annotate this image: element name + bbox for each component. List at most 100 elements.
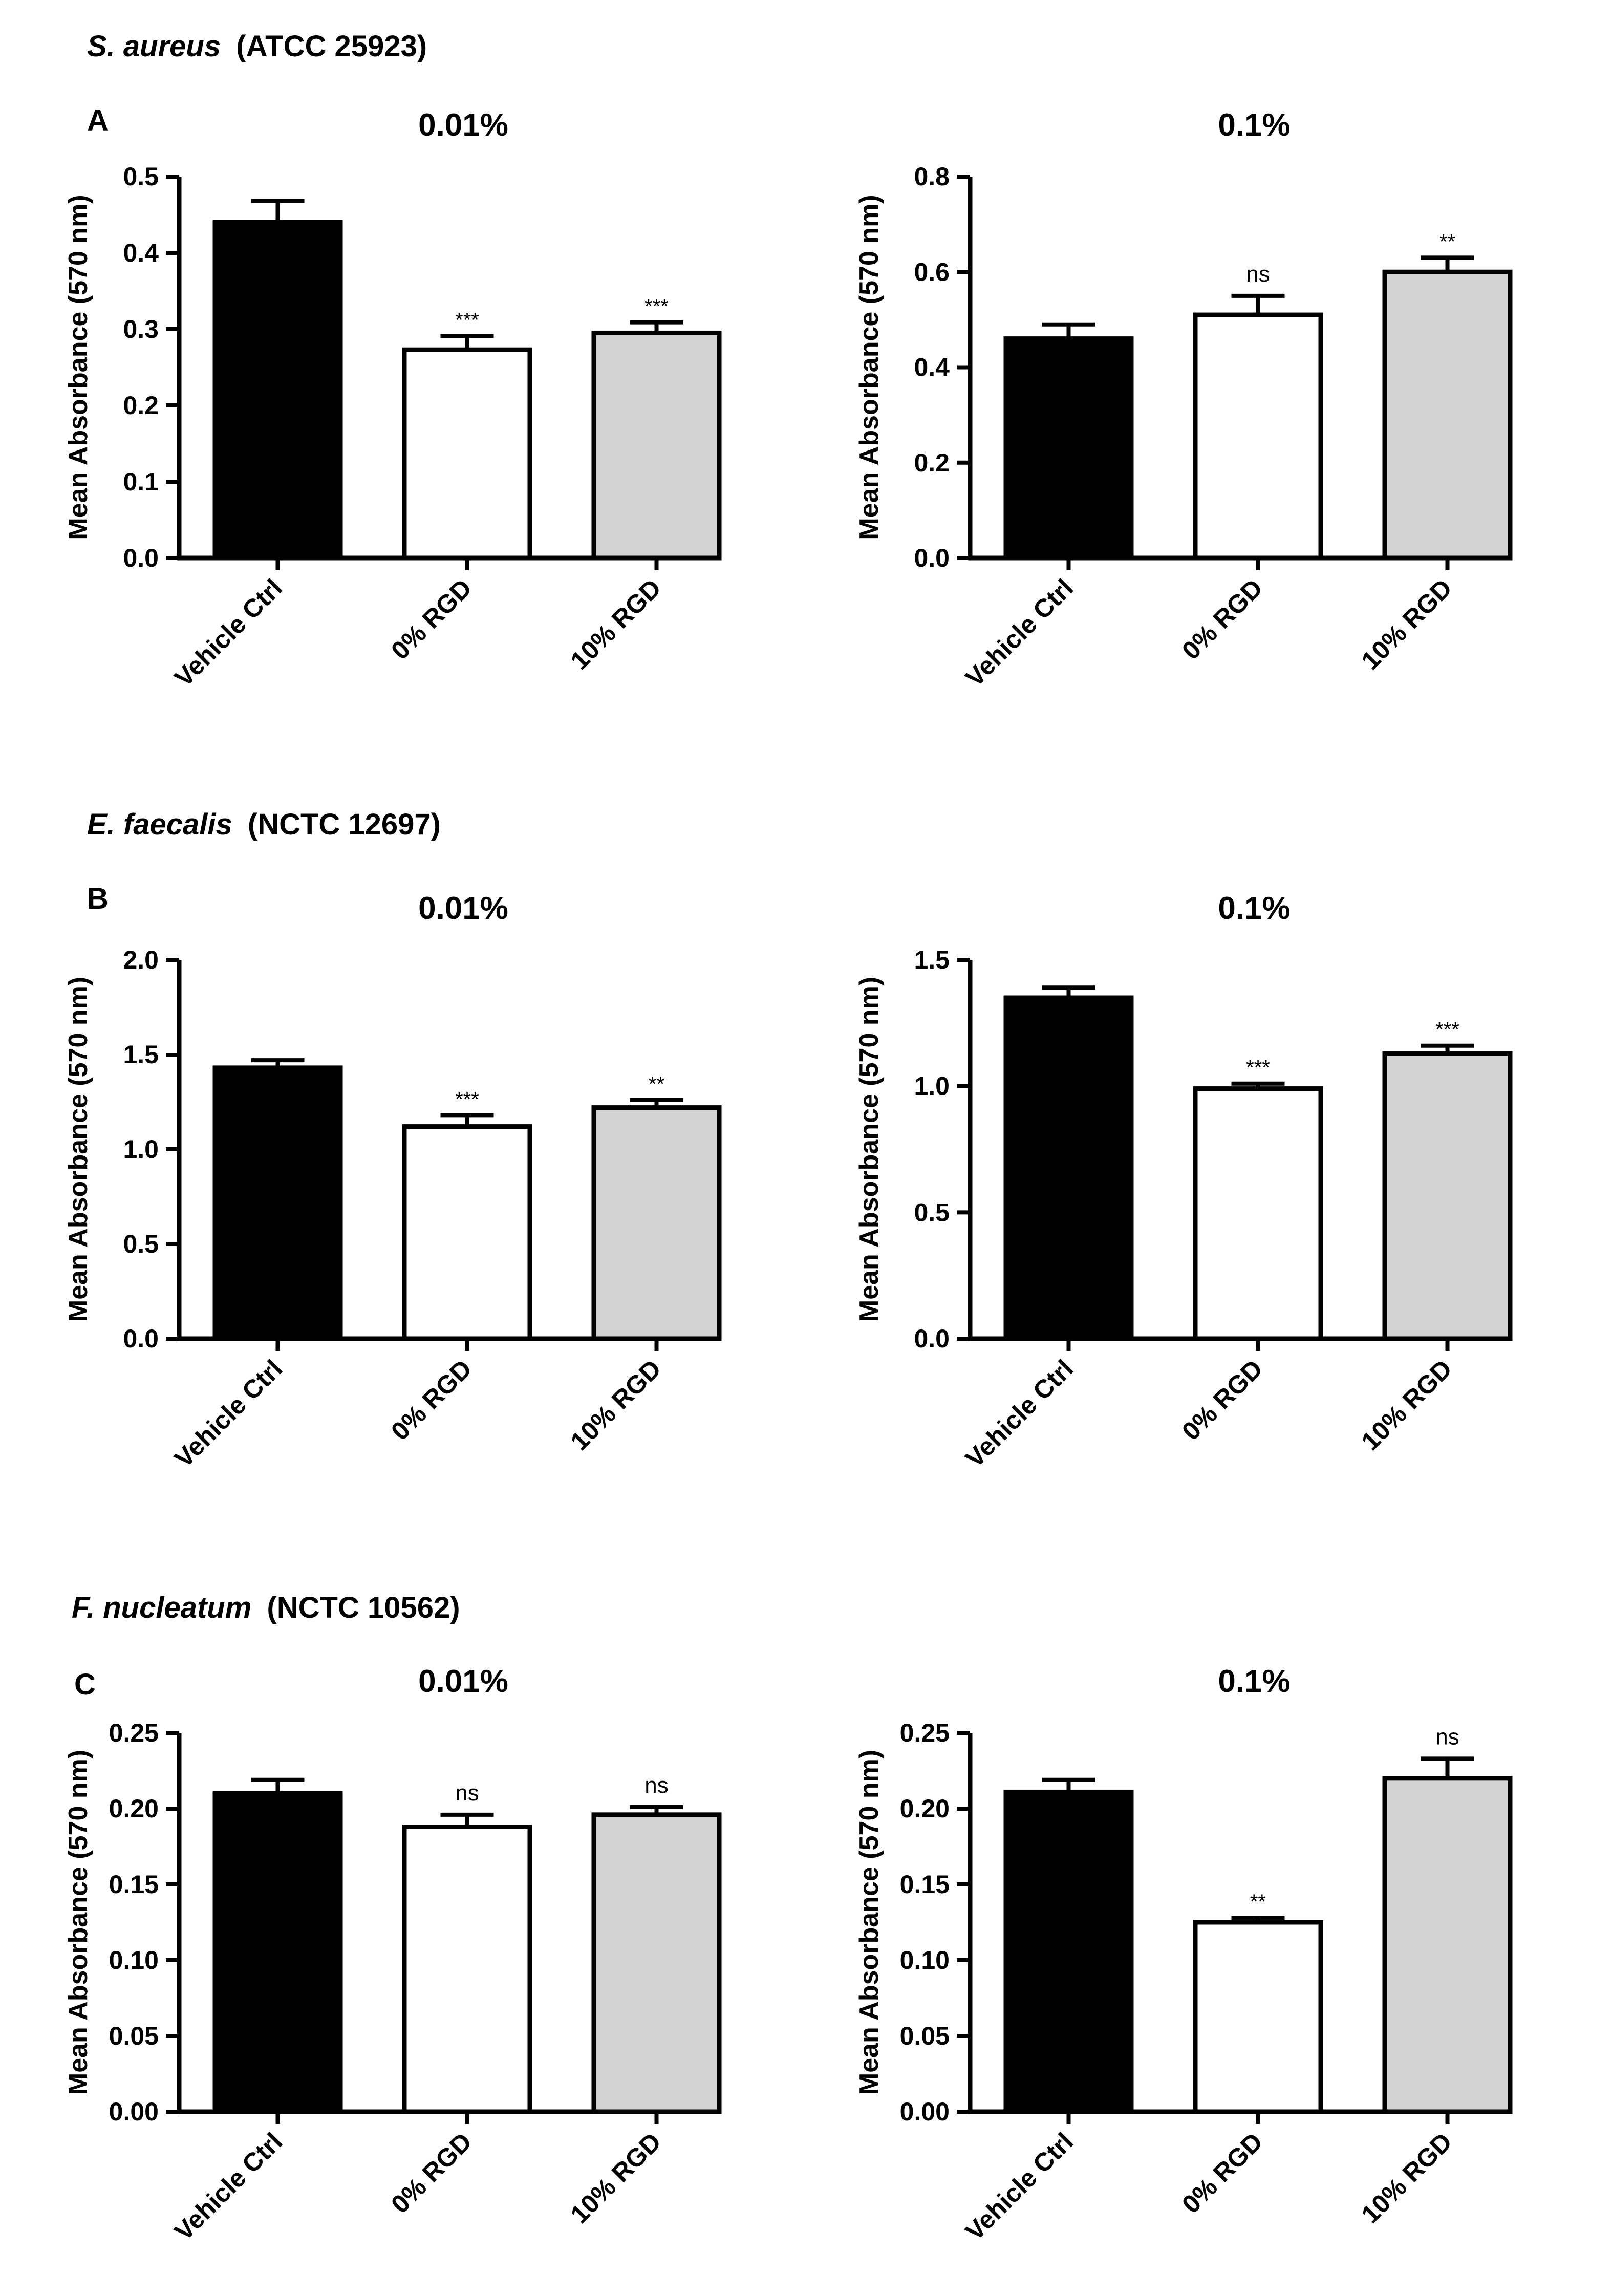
y-tick-label: 0.15 xyxy=(109,1870,159,1899)
y-tick-label: 0.20 xyxy=(900,1794,950,1823)
x-category-label: Vehicle Ctrl xyxy=(169,1354,288,1473)
y-tick-label: 0.4 xyxy=(123,239,159,267)
significance-label: *** xyxy=(1435,1019,1459,1041)
x-category-label: 10% RGD xyxy=(1356,2127,1458,2229)
y-axis-label: Mean Absorbance (570 nm) xyxy=(854,977,884,1322)
y-tick-label: 0.0 xyxy=(123,544,159,572)
y-tick-label: 0.2 xyxy=(123,391,159,420)
x-category-label: 0% RGD xyxy=(385,573,477,665)
bar xyxy=(1382,1776,1513,2114)
y-tick-label: 0.05 xyxy=(109,2022,159,2050)
significance-label: ns xyxy=(455,1780,479,1806)
y-tick-label: 0.25 xyxy=(109,1719,159,1747)
x-category-label: 10% RGD xyxy=(1356,573,1458,675)
x-category-label: 0% RGD xyxy=(1176,573,1268,665)
bar xyxy=(1193,312,1323,561)
section-title-a: S. aureus (ATCC 25923) xyxy=(87,30,427,63)
y-axis-label: Mean Absorbance (570 nm) xyxy=(63,1750,93,2095)
bar xyxy=(402,1124,532,1341)
species-name: E. faecalis xyxy=(87,808,232,841)
y-tick-label: 0.0 xyxy=(914,544,950,572)
x-category-label: Vehicle Ctrl xyxy=(960,1354,1079,1473)
bar xyxy=(402,1825,532,2114)
panel-letter-a: A xyxy=(87,104,109,137)
x-category-label: Vehicle Ctrl xyxy=(169,573,288,692)
significance-label: *** xyxy=(644,295,669,318)
bar xyxy=(402,347,532,561)
y-tick-label: 0.15 xyxy=(900,1870,950,1899)
chart-title: 0.01% xyxy=(418,108,508,143)
y-tick-label: 0.6 xyxy=(914,258,950,286)
y-tick-label: 0.5 xyxy=(914,1198,950,1227)
y-tick-label: 0.4 xyxy=(914,353,950,382)
significance-label: ** xyxy=(1439,230,1455,253)
bar-chart-5: 0.01% Mean Absorbance (570 nm) 0.00 0.05 0.1… xyxy=(63,1664,722,2246)
bar xyxy=(1003,336,1134,561)
chart-title: 0.01% xyxy=(418,891,508,926)
x-category-label: 10% RGD xyxy=(565,1354,667,1456)
y-tick-label: 0.5 xyxy=(123,162,159,191)
bar xyxy=(212,1791,343,2114)
charts-layer: 0.01% Mean Absorbance (570 nm) 0.0 0.1 0.2 0.… xyxy=(63,108,1513,2246)
y-tick-label: 1.5 xyxy=(123,1040,159,1069)
y-tick-label: 1.5 xyxy=(914,946,950,974)
y-tick-label: 2.0 xyxy=(123,946,159,974)
y-tick-label: 0.0 xyxy=(123,1324,159,1353)
y-tick-label: 0.2 xyxy=(914,448,950,477)
strain-id: (NCTC 12697) xyxy=(248,808,441,841)
significance-label: ns xyxy=(1435,1724,1459,1749)
y-tick-label: 0.00 xyxy=(900,2097,950,2126)
y-tick-label: 0.1 xyxy=(123,467,159,496)
x-category-label: Vehicle Ctrl xyxy=(960,573,1079,692)
bar xyxy=(1193,1086,1323,1341)
chart-title: 0.1% xyxy=(1218,891,1290,926)
significance-label: ns xyxy=(644,1773,668,1798)
x-category-label: 10% RGD xyxy=(565,573,667,675)
y-tick-label: 0.25 xyxy=(900,1719,950,1747)
bar xyxy=(1193,1920,1323,2114)
y-tick-label: 0.5 xyxy=(123,1230,159,1258)
bar xyxy=(591,1812,722,2114)
bar xyxy=(212,220,343,561)
bar-chart-6: 0.1% Mean Absorbance (570 nm) 0.00 0.05 0.10… xyxy=(854,1664,1513,2246)
y-tick-label: 0.20 xyxy=(109,1794,159,1823)
chart-title: 0.01% xyxy=(418,1664,508,1699)
section-title-b: E. faecalis (NCTC 12697) xyxy=(87,808,441,841)
x-category-label: 0% RGD xyxy=(385,2127,477,2219)
significance-label: *** xyxy=(455,309,479,331)
bar-chart-3: 0.01% Mean Absorbance (570 nm) 0.0 0.5 1.0 1.… xyxy=(63,891,722,1473)
bar xyxy=(1382,269,1513,561)
significance-label: ns xyxy=(1246,262,1270,287)
bar-chart-1: 0.01% Mean Absorbance (570 nm) 0.0 0.1 0.2 0.… xyxy=(63,108,722,692)
significance-label: *** xyxy=(1246,1057,1270,1079)
chart-title: 0.1% xyxy=(1218,108,1290,143)
x-category-label: Vehicle Ctrl xyxy=(960,2127,1079,2246)
bar xyxy=(591,1105,722,1341)
section-title-c: F. nucleatum (NCTC 10562) xyxy=(72,1591,460,1624)
y-tick-label: 0.0 xyxy=(914,1324,950,1353)
x-category-label: 0% RGD xyxy=(1176,2127,1268,2219)
strain-id: (ATCC 25923) xyxy=(236,30,427,63)
bar xyxy=(212,1065,343,1341)
strain-id: (NCTC 10562) xyxy=(267,1591,460,1624)
y-axis-label: Mean Absorbance (570 nm) xyxy=(63,195,93,540)
y-tick-label: 0.10 xyxy=(109,1946,159,1975)
significance-label: *** xyxy=(455,1088,479,1110)
y-axis-label: Mean Absorbance (570 nm) xyxy=(63,977,93,1322)
chart-title: 0.1% xyxy=(1218,1664,1290,1699)
x-category-label: 10% RGD xyxy=(565,2127,667,2229)
y-tick-label: 1.0 xyxy=(914,1072,950,1101)
x-category-label: 0% RGD xyxy=(385,1354,477,1446)
y-tick-label: 0.00 xyxy=(109,2097,159,2126)
bar xyxy=(591,330,722,561)
x-category-label: Vehicle Ctrl xyxy=(169,2127,288,2246)
x-category-label: 0% RGD xyxy=(1176,1354,1268,1446)
significance-label: ** xyxy=(1250,1891,1266,1913)
bar-chart-2: 0.1% Mean Absorbance (570 nm) 0.0 0.2 0.4 0.6… xyxy=(854,108,1513,692)
significance-label: ** xyxy=(649,1073,664,1096)
species-name: F. nucleatum xyxy=(72,1591,251,1624)
bar xyxy=(1382,1051,1513,1341)
y-tick-label: 0.10 xyxy=(900,1946,950,1975)
y-tick-label: 1.0 xyxy=(123,1135,159,1164)
